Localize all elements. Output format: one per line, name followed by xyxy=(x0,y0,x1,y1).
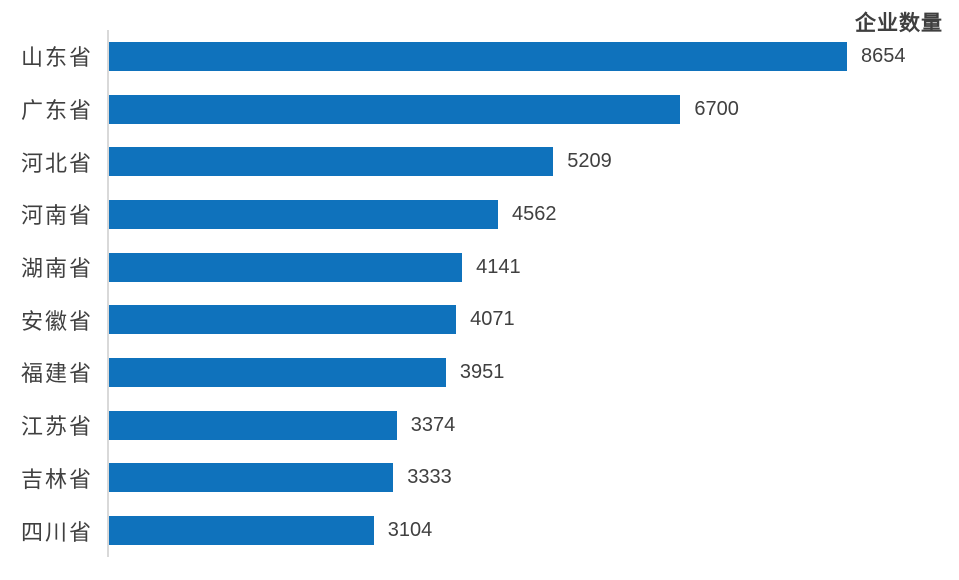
category-label: 湖南省 xyxy=(20,256,93,282)
value-label: 3951 xyxy=(459,360,505,383)
category-axis-labels: 山东省广东省河北省河南省湖南省安徽省福建省江苏省吉林省四川省 xyxy=(0,30,93,557)
category-label: 福建省 xyxy=(20,361,93,387)
bar-row: 4071 xyxy=(109,293,906,346)
value-label: 8654 xyxy=(861,44,906,67)
plot-area: 8654 6700 5209 4562 4141 4071 3951 3374 3333 3104 xyxy=(109,30,906,557)
value-label: 3374 xyxy=(410,413,456,436)
value-label: 5209 xyxy=(567,150,612,173)
bar xyxy=(109,94,681,124)
bar xyxy=(109,41,847,71)
bar-row: 3333 xyxy=(109,452,906,505)
category-label: 江苏省 xyxy=(20,414,93,440)
bar-row: 8654 xyxy=(109,30,906,83)
category-label: 吉林省 xyxy=(20,466,93,492)
value-label: 6700 xyxy=(694,97,739,120)
category-label: 广东省 xyxy=(20,98,93,124)
category-label: 山东省 xyxy=(20,45,93,71)
bar-row: 4141 xyxy=(109,241,906,294)
value-label: 3333 xyxy=(407,466,452,489)
bar-row: 3104 xyxy=(109,504,906,557)
value-label: 4562 xyxy=(512,202,557,225)
category-label: 河北省 xyxy=(20,150,93,176)
bar xyxy=(109,199,499,229)
chart-title: 企业数量 xyxy=(855,12,943,35)
bar-row: 5209 xyxy=(109,135,906,188)
bar xyxy=(109,357,446,387)
y-axis-line xyxy=(107,30,109,557)
bar xyxy=(109,252,463,282)
value-label: 4141 xyxy=(476,255,521,278)
category-label: 河南省 xyxy=(20,203,93,229)
bar xyxy=(109,147,554,177)
bar xyxy=(109,516,374,546)
value-label: 3104 xyxy=(387,519,433,542)
bar-row: 3374 xyxy=(109,399,906,452)
bar-row: 3951 xyxy=(109,346,906,399)
bar xyxy=(109,463,394,493)
bar-row: 4562 xyxy=(109,188,906,241)
category-label: 安徽省 xyxy=(20,308,93,334)
bar xyxy=(109,410,397,440)
value-label: 4071 xyxy=(470,308,515,331)
bar-row: 6700 xyxy=(109,83,906,136)
bar xyxy=(109,305,457,335)
category-label: 四川省 xyxy=(20,519,93,545)
